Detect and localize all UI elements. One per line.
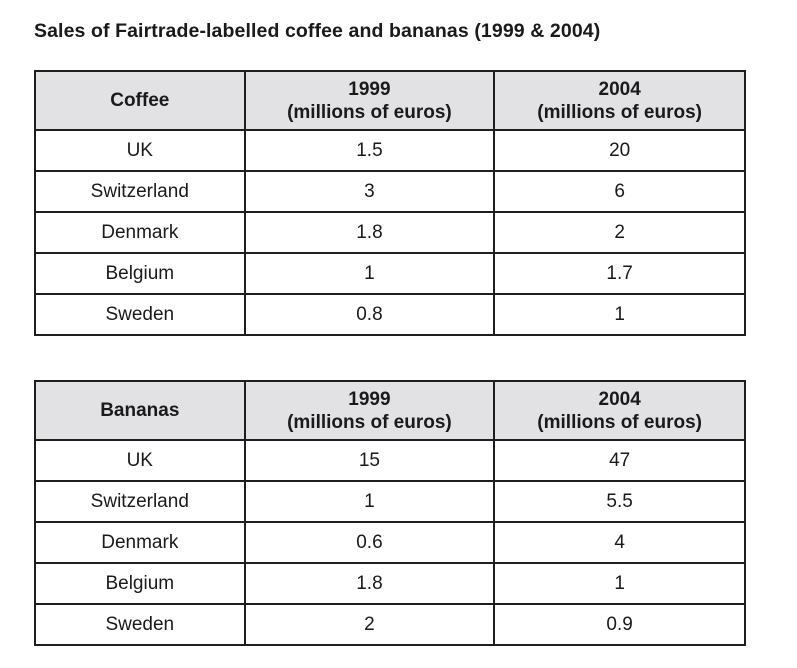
value-cell-2004: 47 [493, 439, 746, 482]
country-cell: UK [34, 129, 246, 172]
table-row: Denmark 1.8 2 [34, 211, 746, 254]
value-cell-1999: 1.5 [243, 129, 496, 172]
country-cell: Denmark [34, 521, 246, 564]
column-year-label: 2004 [598, 78, 641, 100]
value-cell-1999: 15 [243, 439, 496, 482]
column-unit-label: (millions of euros) [537, 101, 702, 123]
column-unit-label: (millions of euros) [287, 411, 452, 433]
country-cell: Sweden [34, 293, 246, 336]
bananas-sales-table: Bananas 1999 (millions of euros) 2004 (m… [34, 380, 746, 646]
value-cell-2004: 0.9 [493, 603, 746, 646]
country-cell: Switzerland [34, 480, 246, 523]
value-cell-1999: 0.6 [243, 521, 496, 564]
column-year-label: 1999 [348, 78, 391, 100]
country-cell: Belgium [34, 252, 246, 295]
value-cell-1999: 1 [243, 480, 496, 523]
column-header-2004: 2004 (millions of euros) [493, 70, 746, 131]
table-header-row: Coffee 1999 (millions of euros) 2004 (mi… [34, 70, 746, 131]
value-cell-2004: 6 [493, 170, 746, 213]
value-cell-2004: 20 [493, 129, 746, 172]
column-year-label: 1999 [348, 388, 391, 410]
value-cell-1999: 3 [243, 170, 496, 213]
table-row: Denmark 0.6 4 [34, 521, 746, 564]
table-header-row: Bananas 1999 (millions of euros) 2004 (m… [34, 380, 746, 441]
value-cell-1999: 1 [243, 252, 496, 295]
column-year-label: 2004 [598, 388, 641, 410]
value-cell-1999: 0.8 [243, 293, 496, 336]
table-row: Belgium 1 1.7 [34, 252, 746, 295]
country-cell: Sweden [34, 603, 246, 646]
column-header-2004: 2004 (millions of euros) [493, 380, 746, 441]
value-cell-2004: 1 [493, 293, 746, 336]
value-cell-2004: 1 [493, 562, 746, 605]
product-header-coffee: Coffee [34, 70, 246, 131]
country-cell: Belgium [34, 562, 246, 605]
value-cell-1999: 1.8 [243, 211, 496, 254]
value-cell-2004: 5.5 [493, 480, 746, 523]
column-unit-label: (millions of euros) [287, 101, 452, 123]
table-row: Switzerland 3 6 [34, 170, 746, 213]
table-row: Sweden 0.8 1 [34, 293, 746, 336]
chart-title: Sales of Fairtrade-labelled coffee and b… [34, 20, 601, 42]
value-cell-2004: 4 [493, 521, 746, 564]
country-cell: UK [34, 439, 246, 482]
table-row: Switzerland 1 5.5 [34, 480, 746, 523]
value-cell-2004: 1.7 [493, 252, 746, 295]
value-cell-2004: 2 [493, 211, 746, 254]
product-header-bananas: Bananas [34, 380, 246, 441]
table-row: UK 15 47 [34, 439, 746, 482]
value-cell-1999: 2 [243, 603, 496, 646]
column-unit-label: (millions of euros) [537, 411, 702, 433]
value-cell-1999: 1.8 [243, 562, 496, 605]
country-cell: Switzerland [34, 170, 246, 213]
column-header-1999: 1999 (millions of euros) [243, 70, 496, 131]
coffee-sales-table: Coffee 1999 (millions of euros) 2004 (mi… [34, 70, 746, 336]
country-cell: Denmark [34, 211, 246, 254]
table-row: Belgium 1.8 1 [34, 562, 746, 605]
table-row: UK 1.5 20 [34, 129, 746, 172]
column-header-1999: 1999 (millions of euros) [243, 380, 496, 441]
table-row: Sweden 2 0.9 [34, 603, 746, 646]
